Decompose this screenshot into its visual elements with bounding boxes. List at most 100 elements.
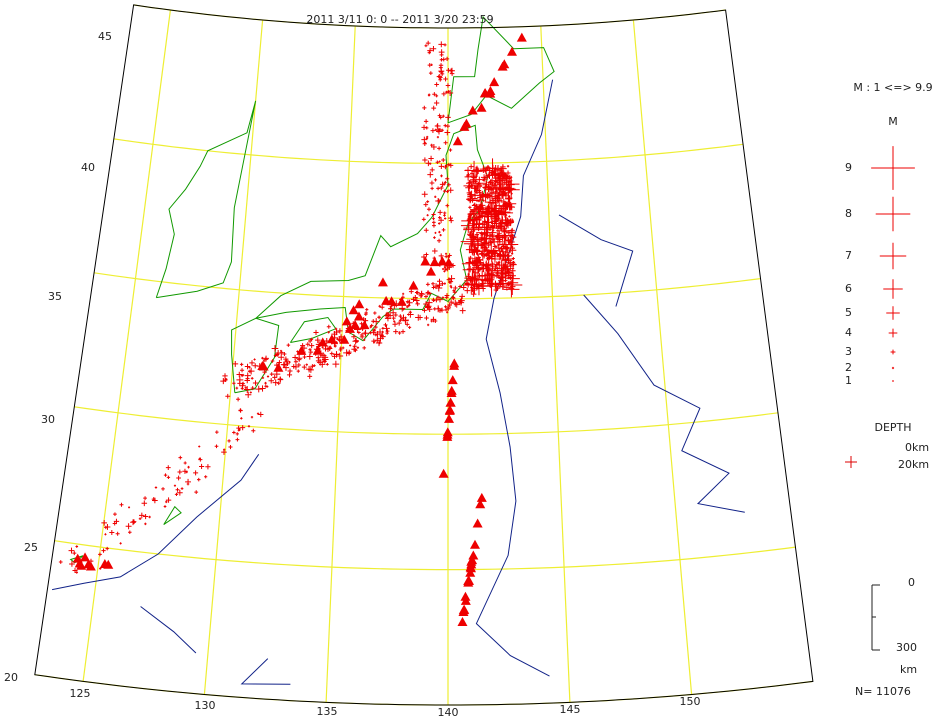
quake bbox=[443, 43, 447, 47]
bathymetry-contour bbox=[140, 606, 197, 654]
quake bbox=[471, 259, 476, 264]
lon-label: 150 bbox=[680, 695, 701, 708]
quake bbox=[510, 218, 514, 222]
quake bbox=[435, 198, 442, 204]
quake bbox=[435, 284, 443, 292]
quake bbox=[176, 489, 183, 496]
scale-top: 0 bbox=[908, 576, 915, 589]
quake bbox=[385, 312, 391, 318]
quake bbox=[436, 128, 442, 135]
quake bbox=[466, 172, 471, 177]
graticule bbox=[34, 4, 813, 706]
quake bbox=[166, 475, 171, 480]
quake bbox=[486, 165, 490, 169]
quake bbox=[432, 217, 435, 221]
quake bbox=[431, 281, 435, 286]
quake bbox=[353, 338, 359, 344]
quake bbox=[459, 293, 465, 300]
quake bbox=[240, 417, 243, 420]
quake bbox=[187, 465, 190, 469]
quake bbox=[435, 94, 439, 98]
quake bbox=[198, 445, 201, 448]
quake bbox=[495, 244, 502, 252]
quake bbox=[510, 192, 513, 195]
deep-quake bbox=[461, 118, 472, 128]
quake bbox=[467, 179, 473, 185]
quake bbox=[438, 68, 445, 75]
quake bbox=[483, 209, 492, 218]
quake bbox=[72, 567, 78, 574]
quake bbox=[477, 199, 481, 203]
quake bbox=[508, 238, 515, 246]
quake bbox=[285, 361, 290, 367]
quake bbox=[447, 187, 454, 194]
quake bbox=[165, 465, 171, 471]
quake bbox=[305, 363, 308, 366]
quake bbox=[492, 170, 508, 186]
quake bbox=[262, 359, 266, 362]
quake bbox=[309, 343, 315, 349]
quake bbox=[486, 184, 492, 191]
deep-quake bbox=[480, 88, 491, 98]
quake bbox=[437, 278, 442, 284]
quake bbox=[453, 285, 458, 291]
quake bbox=[468, 164, 474, 170]
lon-label: 140 bbox=[438, 706, 459, 719]
quake bbox=[249, 391, 252, 394]
quake bbox=[301, 364, 307, 370]
quake bbox=[255, 385, 263, 393]
map-title: 2011 3/11 0: 0 -- 2011 3/20 23:59 bbox=[306, 13, 493, 26]
quake bbox=[448, 148, 453, 152]
quake bbox=[468, 198, 473, 203]
quake bbox=[249, 360, 255, 366]
quake bbox=[422, 308, 427, 313]
quake bbox=[438, 163, 445, 170]
quake bbox=[356, 346, 360, 349]
quake bbox=[288, 360, 291, 364]
quake bbox=[374, 325, 378, 329]
quake bbox=[474, 213, 482, 221]
quake bbox=[479, 251, 484, 257]
quake bbox=[502, 265, 508, 271]
quake bbox=[472, 185, 478, 191]
quake bbox=[338, 334, 344, 340]
magnitude-label: 4 bbox=[845, 326, 852, 339]
quake bbox=[378, 304, 382, 308]
quake bbox=[504, 183, 515, 194]
quake bbox=[441, 157, 446, 163]
meridian bbox=[325, 25, 356, 703]
quake bbox=[408, 325, 412, 329]
quake bbox=[503, 281, 520, 298]
lat-label: 20 bbox=[4, 671, 18, 684]
quake bbox=[434, 231, 437, 234]
quake bbox=[451, 295, 455, 300]
quake bbox=[443, 123, 447, 128]
quake bbox=[308, 349, 314, 355]
deep-quake bbox=[485, 85, 496, 95]
quake bbox=[425, 290, 431, 296]
magnitude-label: 1 bbox=[845, 374, 852, 387]
quake bbox=[478, 190, 486, 198]
lat-label: 40 bbox=[81, 161, 95, 174]
deep-quake bbox=[467, 105, 478, 115]
quake bbox=[393, 313, 398, 317]
quake bbox=[447, 90, 450, 93]
quake bbox=[445, 252, 448, 255]
quake bbox=[445, 203, 450, 208]
quake bbox=[505, 222, 511, 228]
quake bbox=[439, 307, 445, 313]
quake bbox=[473, 216, 477, 220]
quake bbox=[154, 486, 158, 489]
magnitude-symbol bbox=[891, 366, 895, 370]
quake bbox=[119, 542, 122, 545]
parallel bbox=[74, 406, 779, 435]
deep-quake bbox=[468, 550, 479, 560]
quake bbox=[426, 306, 433, 313]
quake bbox=[402, 317, 409, 324]
quake bbox=[485, 261, 492, 268]
quake bbox=[119, 502, 124, 507]
quake bbox=[435, 124, 439, 128]
deep-quake bbox=[348, 305, 359, 315]
magnitude-symbol bbox=[875, 196, 911, 232]
quake bbox=[433, 236, 436, 239]
